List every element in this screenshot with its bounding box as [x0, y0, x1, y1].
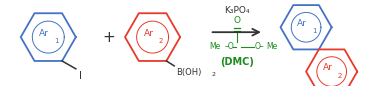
Text: Me: Me [209, 42, 220, 51]
Text: +: + [102, 30, 115, 45]
Text: B(OH): B(OH) [176, 68, 201, 77]
Text: 1: 1 [312, 28, 316, 34]
Text: Me: Me [266, 42, 277, 51]
Text: 2: 2 [158, 38, 163, 44]
Text: Ar: Ar [144, 29, 153, 38]
Text: K₃PO₄: K₃PO₄ [224, 6, 249, 15]
Text: I: I [79, 71, 82, 81]
Text: 2: 2 [212, 72, 215, 77]
Text: (DMC): (DMC) [220, 57, 254, 67]
Text: O–: O– [254, 42, 264, 51]
Text: 2: 2 [338, 72, 342, 78]
Text: 1: 1 [54, 38, 59, 44]
Text: Ar: Ar [323, 63, 333, 72]
Text: Ar: Ar [297, 19, 307, 28]
Text: O: O [233, 16, 240, 25]
Text: –O: –O [225, 42, 235, 51]
Text: Ar: Ar [39, 29, 49, 38]
